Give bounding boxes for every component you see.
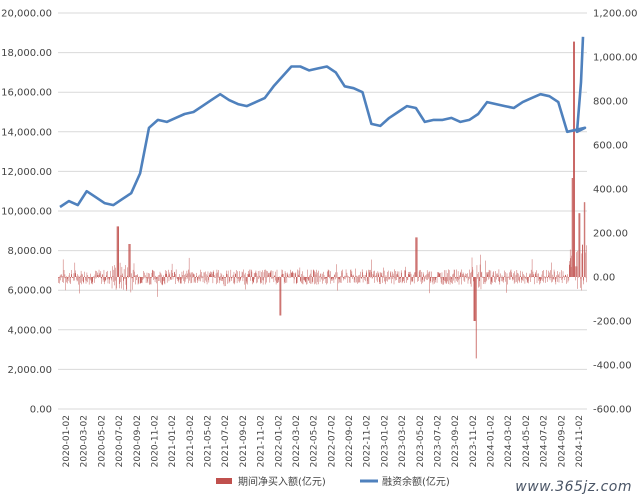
left-tick-label: 18,000.00 (1, 48, 52, 59)
x-tick-label: 2021-07-02 (221, 415, 231, 467)
watermark: www.365jz.com (515, 479, 632, 495)
x-tick-label: 2023-07-02 (433, 415, 443, 467)
x-tick-label: 2020-03-02 (80, 415, 90, 467)
left-tick-label: 14,000.00 (1, 127, 52, 138)
x-tick-label: 2021-05-02 (204, 415, 214, 467)
line-series (60, 37, 585, 207)
right-tick-label: 800.00 (593, 97, 628, 108)
legend: 期间净买入额(亿元) 融资余额(亿元) (216, 475, 450, 488)
x-tick-label: 2020-07-02 (115, 415, 125, 467)
x-tick-label: 2020-09-02 (133, 415, 143, 467)
right-tick-label: 0.00 (593, 273, 615, 284)
margin-balance-line (60, 37, 585, 207)
left-tick-label: 0.00 (30, 405, 52, 416)
right-tick-label: 200.00 (593, 229, 628, 240)
right-axis: -600.00 -400.00 -200.00 0.00 200.00 400.00 600… (593, 9, 638, 416)
x-tick-label: 2022-05-02 (310, 415, 320, 467)
right-tick-label: 400.00 (593, 185, 628, 196)
x-tick-label: 2022-01-02 (274, 415, 284, 467)
right-tick-label: -200.00 (593, 317, 632, 328)
legend-label: 融资余额(亿元) (382, 475, 450, 488)
x-axis: 2020-01-02 2020-03-02 2020-05-02 2020-07-02… (62, 415, 585, 467)
left-tick-label: 6,000.00 (7, 286, 52, 297)
x-tick-label: 2021-01-02 (168, 415, 178, 467)
left-axis: 0.00 2,000.00 4,000.00 6,000.00 8,000.00 10,0… (1, 9, 52, 416)
x-tick-label: 2023-11-02 (469, 415, 479, 467)
x-tick-label: 2024-03-02 (504, 415, 514, 467)
bar-series (58, 42, 587, 359)
x-tick-label: 2023-01-02 (380, 415, 390, 467)
gridlines (58, 13, 587, 409)
left-tick-label: 16,000.00 (1, 88, 52, 99)
x-tick-label: 2024-09-02 (557, 415, 567, 467)
x-tick-label: 2024-05-02 (522, 415, 532, 467)
x-tick-label: 2021-11-02 (257, 415, 267, 467)
left-tick-label: 20,000.00 (1, 9, 52, 20)
x-tick-label: 2020-01-02 (62, 415, 72, 467)
x-tick-label: 2024-01-02 (487, 415, 497, 467)
left-tick-label: 8,000.00 (7, 246, 52, 257)
x-tick-label: 2022-09-02 (345, 415, 355, 467)
left-tick-label: 2,000.00 (7, 365, 52, 376)
x-tick-label: 2024-07-02 (540, 415, 550, 467)
right-tick-label: 600.00 (593, 141, 628, 152)
x-tick-label: 2022-07-02 (327, 415, 337, 467)
right-tick-label: -600.00 (593, 405, 632, 416)
legend-swatch-bar (216, 478, 232, 484)
left-tick-label: 12,000.00 (1, 167, 52, 178)
x-tick-label: 2023-09-02 (451, 415, 461, 467)
x-tick-label: 2021-03-02 (186, 415, 196, 467)
x-tick-label: 2024-11-02 (575, 415, 585, 467)
left-tick-label: 10,000.00 (1, 207, 52, 218)
x-tick-label: 2020-11-02 (150, 415, 160, 467)
right-tick-label: -400.00 (593, 361, 632, 372)
left-tick-label: 4,000.00 (7, 325, 52, 336)
x-tick-label: 2022-03-02 (292, 415, 302, 467)
right-tick-label: 1,000.00 (593, 53, 638, 64)
x-tick-label: 2023-03-02 (398, 415, 408, 467)
x-tick-label: 2022-11-02 (363, 415, 373, 467)
right-tick-label: 1,200.00 (593, 9, 638, 20)
legend-label: 期间净买入额(亿元) (238, 475, 326, 488)
x-tick-label: 2021-09-02 (239, 415, 249, 467)
x-tick-label: 2023-05-02 (416, 415, 426, 467)
x-tick-label: 2020-05-02 (97, 415, 107, 467)
